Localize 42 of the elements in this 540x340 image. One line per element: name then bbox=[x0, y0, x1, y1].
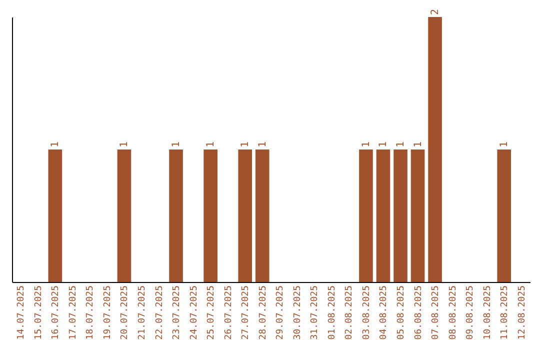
x-tick-label: 30.07.2025 bbox=[292, 286, 303, 340]
x-tick-label: 08.08.2025 bbox=[448, 286, 458, 340]
x-tick-label: 10.08.2025 bbox=[482, 286, 493, 340]
data-label: 1 bbox=[499, 141, 510, 148]
x-tick-label: 16.07.2025 bbox=[51, 286, 62, 340]
x-tick-label: 26.07.2025 bbox=[224, 286, 234, 340]
data-label: 1 bbox=[171, 141, 182, 148]
x-tick-label: 17.07.2025 bbox=[68, 286, 78, 340]
x-tick-label: 05.08.2025 bbox=[396, 286, 406, 340]
x-tick-label: 12.08.2025 bbox=[517, 286, 528, 340]
data-label: 2 bbox=[430, 8, 442, 15]
x-tick-label: 31.07.2025 bbox=[310, 286, 320, 340]
x-tick-label: 06.08.2025 bbox=[414, 286, 424, 340]
x-tick-label: 24.07.2025 bbox=[189, 286, 200, 340]
x-tick-label: 29.07.2025 bbox=[276, 286, 286, 340]
x-tick-label: 07.08.2025 bbox=[431, 286, 442, 340]
x-tick-label: 22.07.2025 bbox=[154, 286, 165, 340]
data-label: 1 bbox=[396, 141, 406, 148]
x-tick-label: 14.07.2025 bbox=[16, 286, 27, 340]
data-label: 1 bbox=[412, 141, 424, 148]
data-label: 1 bbox=[206, 141, 217, 148]
x-tick-label: 28.07.2025 bbox=[258, 286, 268, 340]
x-tick-label: 20.07.2025 bbox=[120, 286, 130, 340]
x-tick-label: 01.08.2025 bbox=[327, 286, 338, 340]
x-tick-label: 23.07.2025 bbox=[172, 286, 182, 340]
data-label: 1 bbox=[360, 141, 372, 148]
x-tick-label: 19.07.2025 bbox=[102, 286, 113, 340]
data-label: 1 bbox=[50, 141, 62, 148]
x-tick-label: 27.07.2025 bbox=[241, 286, 252, 340]
x-tick-label: 04.08.2025 bbox=[379, 286, 390, 340]
x-tick-label: 03.08.2025 bbox=[362, 286, 372, 340]
x-tick-label: 11.08.2025 bbox=[500, 286, 510, 340]
data-label: 1 bbox=[240, 141, 252, 148]
x-tick-label: 02.08.2025 bbox=[344, 286, 355, 340]
data-label: 1 bbox=[378, 141, 390, 148]
x-tick-label: 25.07.2025 bbox=[206, 286, 217, 340]
x-tick-label: 18.07.2025 bbox=[86, 286, 96, 340]
x-tick-label: 09.08.2025 bbox=[466, 286, 476, 340]
data-label: 1 bbox=[119, 141, 130, 148]
x-tick-label: 15.07.2025 bbox=[34, 286, 44, 340]
data-label: 1 bbox=[257, 141, 268, 148]
x-tick-label: 21.07.2025 bbox=[138, 286, 148, 340]
